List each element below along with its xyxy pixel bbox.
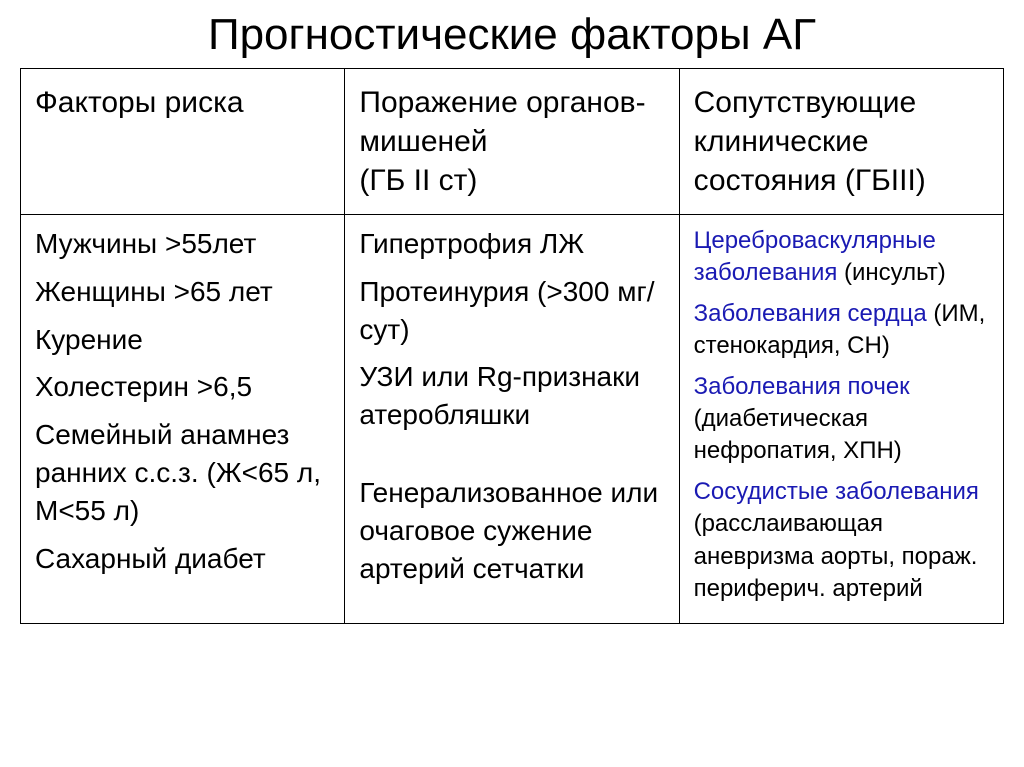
col1-item: Курение [35,321,330,359]
col2-item: Генерализованное или очаговое сужение ар… [359,474,664,587]
header-col1: Факторы риска [21,69,345,215]
table-body-row: Мужчины >55лет Женщины >65 лет Курение Х… [21,215,1004,624]
col2-spacer [359,444,664,464]
col3-detail: (инсульт) [837,259,945,286]
col2-item: Протеинурия (>300 мг/сут) [359,273,664,349]
header-col2: Поражение органов-мишеней(ГБ II ст) [345,69,679,215]
col3-detail: (расслаивающая аневризма аорты, пораж. п… [694,510,978,602]
col2-item: Гипертрофия ЛЖ [359,225,664,263]
body-col1: Мужчины >55лет Женщины >65 лет Курение Х… [21,215,345,624]
col2-item: УЗИ или Rg-признаки атеробляшки [359,358,664,434]
header-col3: Сопутствующие клинические состояния (ГБI… [679,69,1003,215]
col3-item: Цереброваскулярные заболевания (инсульт) [694,225,989,290]
body-col3: Цереброваскулярные заболевания (инсульт)… [679,215,1003,624]
prognostic-table: Факторы риска Поражение органов-мишеней(… [20,68,1004,624]
col3-item: Сосудистые заболевания (расслаивающая ан… [694,476,989,606]
col3-detail: (диабетическая нефропатия, ХПН) [694,405,902,464]
col3-item: Заболевания почек (диабетическая нефропа… [694,371,989,468]
col3-label: Сосудистые заболевания [694,478,979,505]
slide-container: Прогностические факторы АГ Факторы риска… [0,0,1024,767]
slide-title: Прогностические факторы АГ [20,10,1004,60]
col3-item: Заболевания сердца (ИМ, стенокардия, СН) [694,298,989,363]
col3-label: Заболевания почек [694,373,910,400]
col1-item: Женщины >65 лет [35,273,330,311]
table-header-row: Факторы риска Поражение органов-мишеней(… [21,69,1004,215]
col1-item: Семейный анамнез ранних с.с.з. (Ж<65 л, … [35,416,330,529]
col1-item: Холестерин >6,5 [35,368,330,406]
col3-label: Заболевания сердца [694,300,927,327]
body-col2: Гипертрофия ЛЖ Протеинурия (>300 мг/сут)… [345,215,679,624]
col1-item: Мужчины >55лет [35,225,330,263]
col1-item: Сахарный диабет [35,540,330,578]
